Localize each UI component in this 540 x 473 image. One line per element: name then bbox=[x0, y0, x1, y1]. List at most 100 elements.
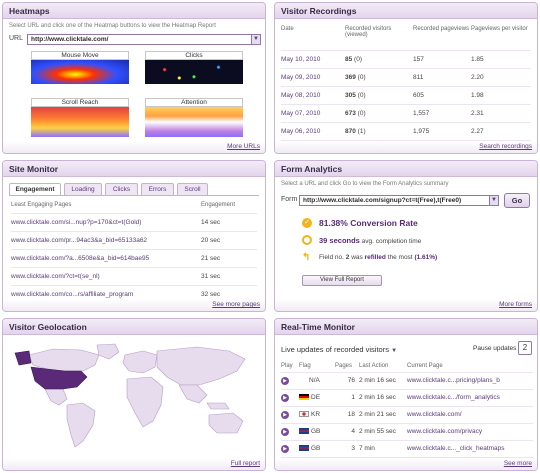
recording-visitors: 673 (0) bbox=[345, 109, 366, 117]
last-action-value: 2 min 16 sec bbox=[359, 394, 396, 401]
current-page-link[interactable]: www.clicktale.com/ bbox=[407, 411, 462, 418]
mouse-move-label: Mouse Move bbox=[31, 51, 129, 60]
table-row[interactable]: ▶ DE 1 2 min 16 sec www.clicktale.c.../f… bbox=[281, 389, 533, 406]
clicks-thumbnail bbox=[145, 60, 243, 84]
form-select[interactable]: http://www.clicktale.com/signup?ct=t(Fre… bbox=[299, 195, 499, 206]
search-recordings-link[interactable]: Search recordings bbox=[479, 143, 532, 150]
play-icon[interactable]: ▶ bbox=[281, 427, 289, 436]
flag-cell: GB bbox=[299, 440, 335, 457]
recordings-header-row: Date Recorded visitors (viewed) Recorded… bbox=[281, 26, 531, 50]
recording-visitors: 369 (0) bbox=[345, 73, 366, 81]
table-row[interactable]: May 08, 2010 305 (0) 605 1.98 bbox=[281, 86, 531, 104]
table-row[interactable]: ▶ GB 4 2 min 55 sec www.clicktale.com/pr… bbox=[281, 423, 533, 440]
form-select-value: http://www.clicktale.com/signup?ct=t(Fre… bbox=[303, 197, 462, 204]
current-page-link[interactable]: www.clicktale.c...pricing/plans_b bbox=[407, 377, 500, 384]
col-visitors: Recorded visitors (viewed) bbox=[345, 26, 392, 38]
url-label: URL bbox=[9, 35, 24, 42]
recording-pageviews: 1,975 bbox=[413, 127, 430, 135]
pages-value: 1 bbox=[351, 394, 355, 401]
clicks-button[interactable]: Clicks bbox=[145, 51, 243, 84]
chevron-down-icon[interactable]: ▼ bbox=[251, 35, 260, 44]
table-row[interactable]: May 10, 2010 85 (0) 157 1.85 bbox=[281, 50, 531, 68]
tab-engagement[interactable]: Engagement bbox=[9, 183, 61, 195]
page-link[interactable]: www.clicktale.com/pr...94ac3&a_bid=65133… bbox=[11, 236, 148, 244]
uk-flag-icon bbox=[299, 445, 309, 452]
view-full-report-button[interactable]: View Full Report bbox=[302, 275, 382, 286]
mouse-move-thumbnail bbox=[31, 60, 129, 84]
pause-count-badge[interactable]: 2 bbox=[518, 341, 532, 355]
realtime-header-row: Play Flag Pages Last Action Current Page bbox=[281, 360, 533, 372]
attention-label: Attention bbox=[145, 98, 243, 107]
play-icon[interactable]: ▶ bbox=[281, 410, 289, 419]
current-page-link[interactable]: www.clicktale.c.../form_analytics bbox=[407, 394, 500, 401]
page-link[interactable]: www.clicktale.com/?a...6508e&a_bid=614ba… bbox=[11, 254, 150, 262]
recording-date[interactable]: May 06, 2010 bbox=[281, 127, 321, 135]
page-link[interactable]: www.clicktale.com/?ct=t(se_nl) bbox=[11, 272, 100, 280]
play-icon[interactable]: ▶ bbox=[281, 444, 289, 453]
pages-value: 3 bbox=[351, 445, 355, 452]
play-icon[interactable]: ▶ bbox=[281, 393, 289, 402]
current-page-link[interactable]: www.clicktale.com/privacy bbox=[407, 428, 483, 435]
tab-scroll[interactable]: Scroll bbox=[177, 183, 208, 195]
geolocation-panel: Visitor Geolocation bbox=[2, 318, 266, 471]
attention-button[interactable]: Attention bbox=[145, 98, 243, 137]
table-row[interactable]: www.clicktale.com/?ct=t(se_nl) 31 sec bbox=[11, 267, 257, 285]
url-select[interactable]: http://www.clicktale.com/ ▼ bbox=[27, 34, 261, 45]
table-row[interactable]: ▶ N/A 76 2 min 16 sec www.clicktale.c...… bbox=[281, 372, 533, 389]
go-button[interactable]: Go bbox=[504, 193, 530, 208]
flag-cell: GB bbox=[299, 423, 335, 440]
tab-errors[interactable]: Errors bbox=[141, 183, 174, 195]
full-report-link[interactable]: Full report bbox=[230, 460, 260, 467]
col-pageviews: Recorded pageviews bbox=[413, 26, 470, 32]
more-urls-link[interactable]: More URLs bbox=[227, 143, 260, 150]
recording-date[interactable]: May 07, 2010 bbox=[281, 109, 321, 117]
scroll-reach-button[interactable]: Scroll Reach bbox=[31, 98, 129, 137]
realtime-panel: Real-Time Monitor Live updates of record… bbox=[274, 318, 538, 471]
conversion-rate: 81.38% Conversion Rate bbox=[319, 218, 418, 228]
see-more-pages-link[interactable]: See more pages bbox=[212, 301, 260, 308]
recordings-panel: Visitor Recordings Date Recorded visitor… bbox=[274, 2, 538, 154]
tab-clicks[interactable]: Clicks bbox=[105, 183, 138, 195]
recording-date[interactable]: May 10, 2010 bbox=[281, 55, 321, 63]
last-action-value: 2 min 55 sec bbox=[359, 428, 396, 435]
table-row[interactable]: ▶ KR 18 2 min 21 sec www.clicktale.com/ bbox=[281, 406, 533, 423]
page-link[interactable]: www.clicktale.com/si...nup?p=170&ct=t(Go… bbox=[11, 218, 142, 226]
recording-pageviews: 1,557 bbox=[413, 109, 430, 117]
chevron-down-icon[interactable]: ▼ bbox=[391, 348, 398, 354]
table-row[interactable]: www.clicktale.com/si...nup?p=170&ct=t(Go… bbox=[11, 213, 257, 231]
table-row[interactable]: ▶ GB 3 7 min www.clicktale.c..._click_he… bbox=[281, 440, 533, 457]
world-map[interactable] bbox=[11, 341, 259, 455]
more-forms-link[interactable]: More forms bbox=[499, 301, 532, 308]
korea-flag-icon bbox=[299, 411, 309, 418]
col-play: Play bbox=[281, 362, 293, 369]
table-row[interactable]: www.clicktale.com/pr...94ac3&a_bid=65133… bbox=[11, 231, 257, 249]
map-region-alaska bbox=[14, 350, 32, 366]
tab-loading[interactable]: Loading bbox=[64, 183, 102, 195]
table-row[interactable]: May 06, 2010 870 (1) 1,975 2.27 bbox=[281, 122, 531, 140]
chevron-down-icon[interactable]: ▼ bbox=[489, 196, 498, 205]
play-icon[interactable]: ▶ bbox=[281, 376, 289, 385]
recording-date[interactable]: May 08, 2010 bbox=[281, 91, 321, 99]
pause-updates-label[interactable]: Pause updates bbox=[473, 345, 517, 352]
recording-date[interactable]: May 09, 2010 bbox=[281, 73, 321, 81]
recording-per-visitor: 1.98 bbox=[471, 91, 484, 99]
current-page-link[interactable]: www.clicktale.c..._click_heatmaps bbox=[407, 445, 505, 452]
form-instruction: Select a URL and click Go to view the Fo… bbox=[281, 181, 449, 187]
url-select-value: http://www.clicktale.com/ bbox=[31, 36, 109, 43]
col-last-action: Last Action bbox=[359, 362, 389, 369]
table-row[interactable]: www.clicktale.com/?a...6508e&a_bid=614ba… bbox=[11, 249, 257, 267]
see-more-link[interactable]: See more bbox=[503, 460, 532, 467]
flag-cell: KR bbox=[299, 406, 335, 423]
recording-pageviews: 605 bbox=[413, 91, 424, 99]
mouse-move-button[interactable]: Mouse Move bbox=[31, 51, 129, 84]
page-link[interactable]: www.clicktale.com/co...rs/affiliate_prog… bbox=[11, 290, 134, 298]
completion-time: 39 seconds avg. completion time bbox=[319, 236, 422, 245]
heatmaps-footer bbox=[3, 141, 265, 153]
map-region-south-america bbox=[66, 402, 96, 448]
geolocation-title: Visitor Geolocation bbox=[3, 319, 265, 335]
refill-stat: Field no. 2 was refilled the most (1.61%… bbox=[319, 254, 438, 261]
table-row[interactable]: May 07, 2010 673 (0) 1,557 2.31 bbox=[281, 104, 531, 122]
refill-arrow-icon: ↰ bbox=[302, 252, 311, 263]
realtime-footer bbox=[275, 458, 537, 470]
table-row[interactable]: May 09, 2010 369 (0) 811 2.20 bbox=[281, 68, 531, 86]
